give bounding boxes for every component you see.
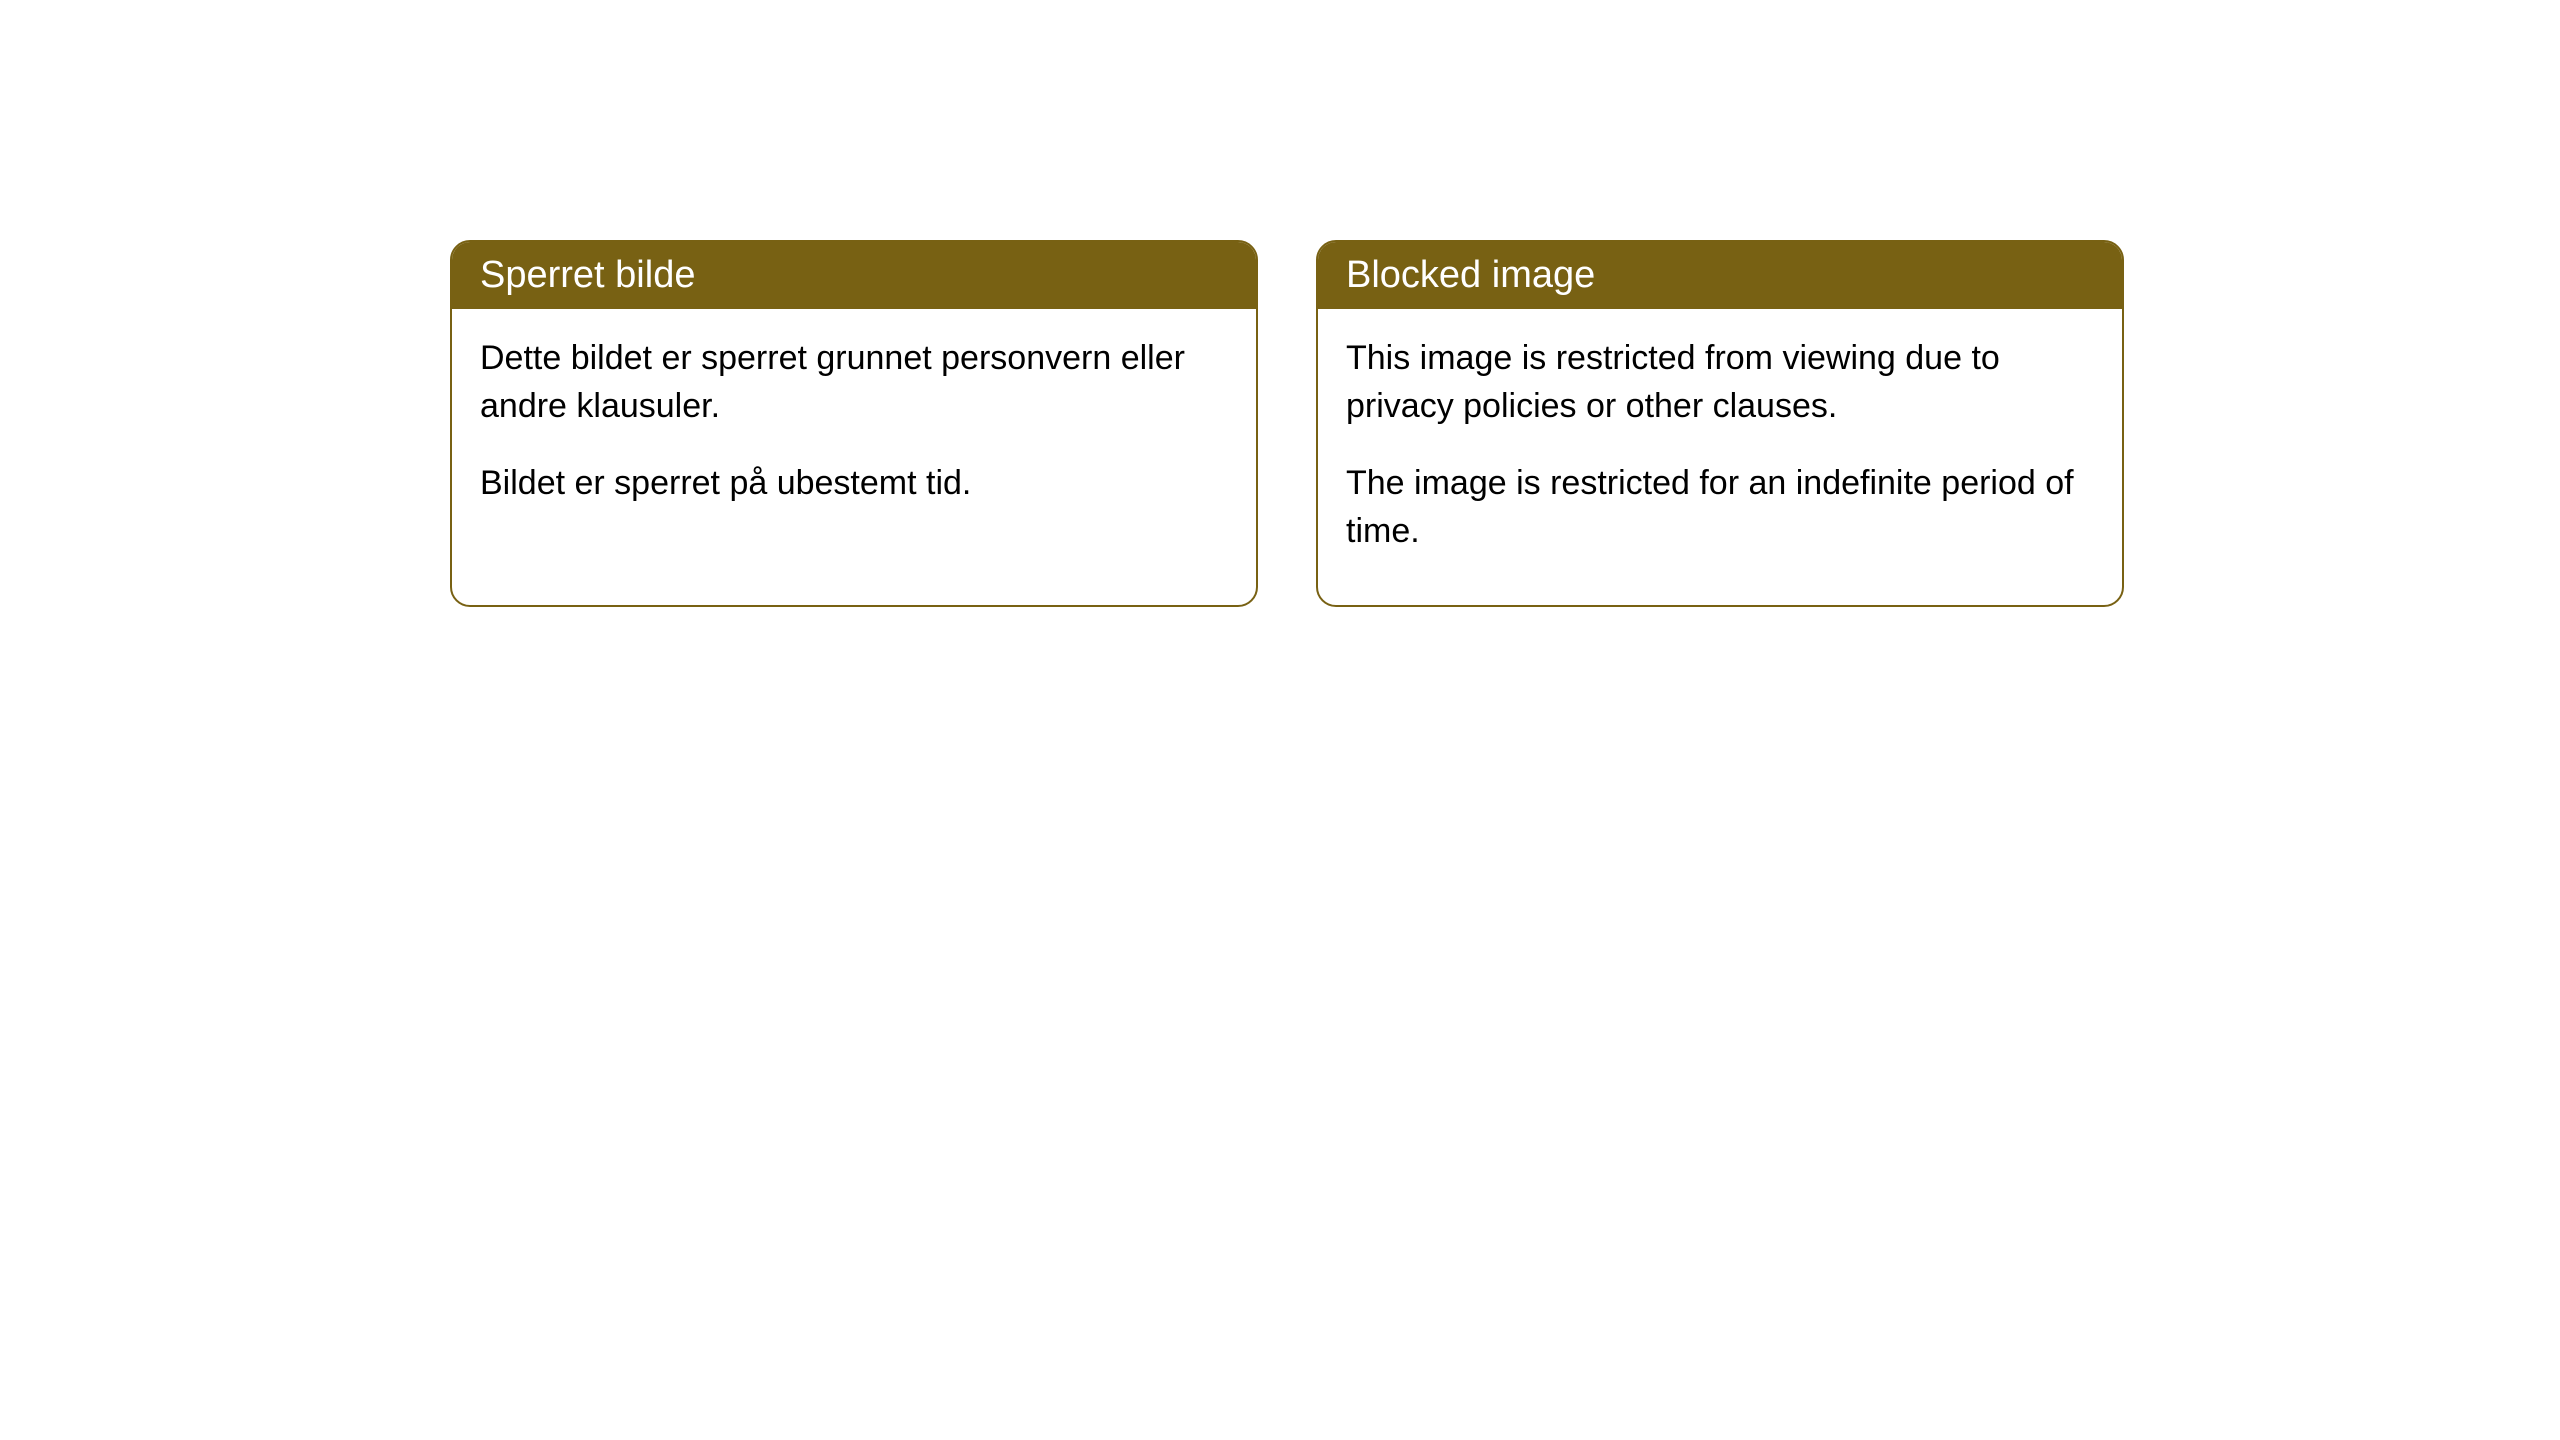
card-paragraph: Dette bildet er sperret grunnet personve…: [480, 335, 1228, 430]
blocked-image-card-en: Blocked image This image is restricted f…: [1316, 240, 2124, 607]
card-title: Sperret bilde: [480, 254, 695, 296]
card-paragraph: This image is restricted from viewing du…: [1346, 335, 2094, 430]
card-body: This image is restricted from viewing du…: [1318, 309, 2122, 605]
card-body: Dette bildet er sperret grunnet personve…: [452, 309, 1256, 558]
card-paragraph: The image is restricted for an indefinit…: [1346, 460, 2094, 555]
card-paragraph: Bildet er sperret på ubestemt tid.: [480, 460, 1228, 508]
card-title: Blocked image: [1346, 254, 1595, 296]
card-header: Blocked image: [1318, 242, 2122, 309]
card-header: Sperret bilde: [452, 242, 1256, 309]
blocked-image-card-no: Sperret bilde Dette bildet er sperret gr…: [450, 240, 1258, 607]
notice-cards-container: Sperret bilde Dette bildet er sperret gr…: [450, 240, 2124, 607]
